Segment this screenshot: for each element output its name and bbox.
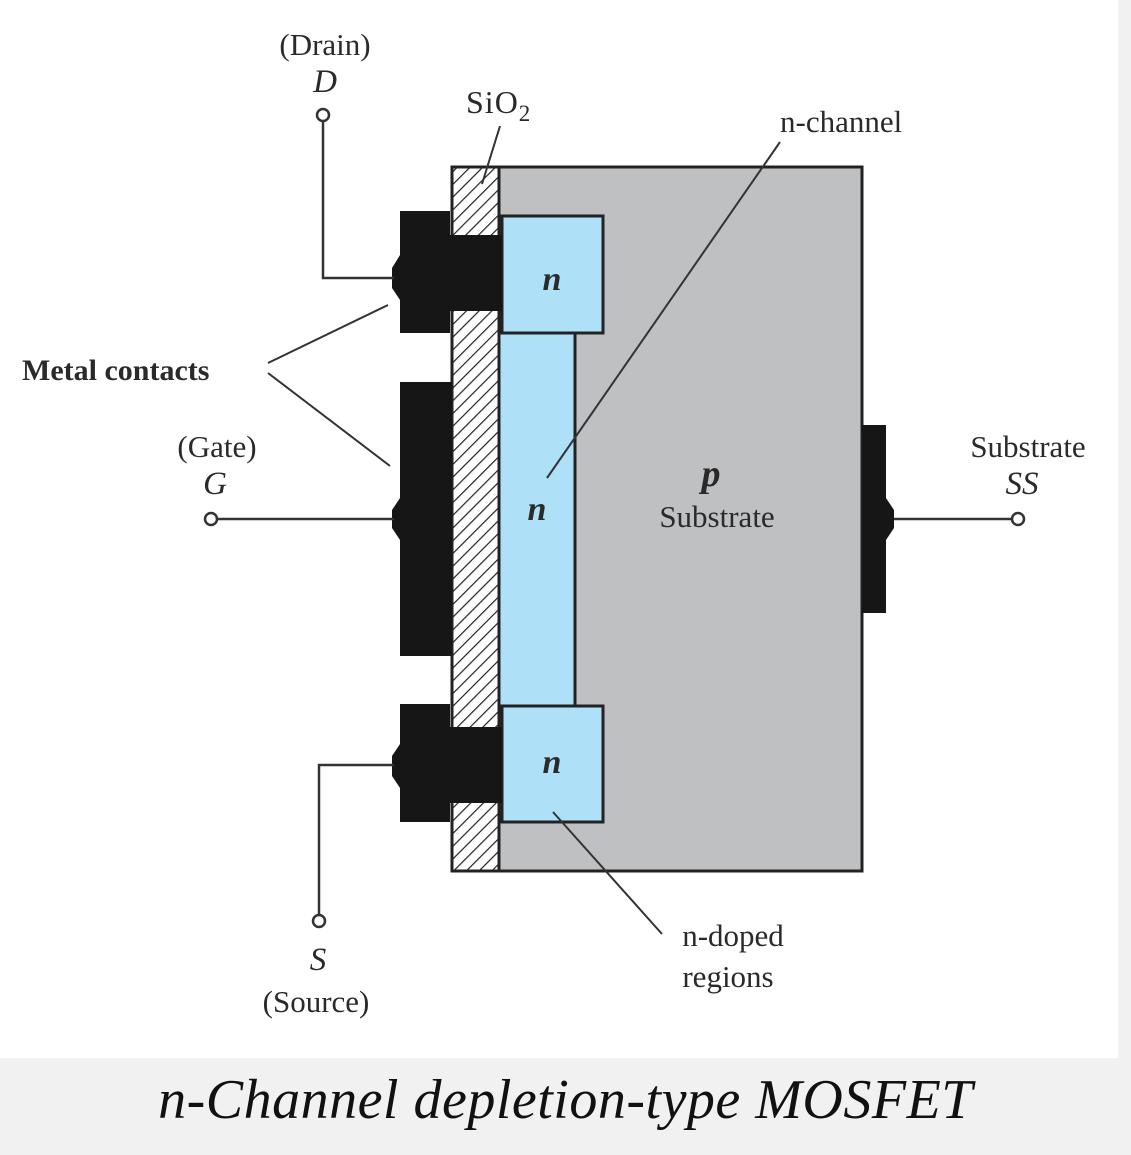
n-top-region-label: n	[543, 261, 562, 298]
n-doped-region-bottom	[500, 704, 605, 824]
drain-symbol-label: D	[312, 64, 337, 100]
substrate-symbol-label: SS	[1006, 466, 1039, 502]
gate-name-label: (Gate)	[177, 429, 256, 464]
n-channel-leader	[546, 141, 781, 479]
source-symbol-label: S	[310, 942, 327, 978]
metal-contacts-label: Metal contacts	[22, 354, 209, 387]
substrate-contact-bump	[886, 498, 894, 540]
gate-contact-bump	[392, 498, 400, 540]
substrate-terminal	[1010, 511, 1026, 527]
sio2-label: SiO2	[466, 84, 531, 126]
drain-terminal	[315, 107, 331, 123]
n-doped-region-top	[500, 214, 605, 335]
drain-contact-bridge	[448, 235, 502, 311]
n-bottom-region-label: n	[543, 744, 562, 781]
drain-metal-contact	[400, 211, 450, 333]
source-terminal	[311, 913, 327, 929]
metal-contacts-leader-lower	[267, 372, 391, 467]
gate-terminal	[203, 511, 219, 527]
substrate-name-label: Substrate	[970, 429, 1085, 464]
sio2-leader	[481, 125, 501, 185]
drain-name-label: (Drain)	[279, 27, 370, 62]
drain-contact-bump	[392, 255, 400, 300]
n-doped-label-line1: n-doped	[682, 918, 784, 953]
n-doped-leader	[552, 811, 663, 935]
source-contact-bump	[392, 744, 400, 788]
n-doped-label-line2: regions	[682, 959, 773, 994]
source-wire	[317, 763, 394, 914]
n-channel-region-label: n	[528, 491, 547, 528]
figure-caption: n-Channel depletion-type MOSFET	[158, 1069, 973, 1131]
mosfet-diagram: (Drain) D SiO2 n-channel Metal contacts …	[22, 27, 1086, 1019]
metal-contacts-leader-upper	[267, 304, 389, 364]
gate-symbol-label: G	[203, 466, 227, 502]
drain-wire	[321, 122, 394, 280]
source-name-label: (Source)	[263, 984, 370, 1019]
gate-metal-contact	[400, 382, 452, 656]
source-contact-bridge	[448, 727, 502, 803]
diagram-panel: (Drain) D SiO2 n-channel Metal contacts …	[0, 0, 1118, 1058]
substrate-metal-contact	[862, 425, 886, 613]
n-channel-label: n-channel	[780, 104, 902, 139]
p-substrate-label: Substrate	[659, 499, 774, 534]
p-type-label: p	[699, 453, 721, 495]
source-metal-contact	[400, 704, 450, 822]
